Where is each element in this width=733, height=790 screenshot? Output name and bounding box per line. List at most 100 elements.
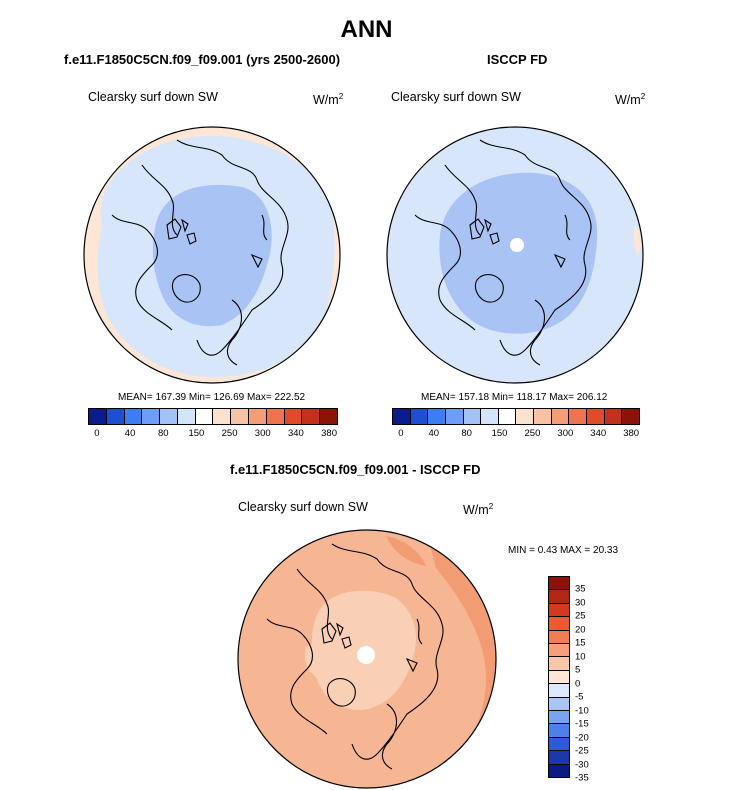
colorbar-tick-label: 25 xyxy=(575,610,586,622)
diff-units: W/m2 xyxy=(463,502,494,518)
model-units: W/m2 xyxy=(313,92,344,108)
colorbar-cell xyxy=(462,409,481,424)
colorbar-cell xyxy=(549,763,569,778)
colorbar-tick-label: 250 xyxy=(221,428,238,439)
main-title: ANN xyxy=(340,16,393,43)
obs-units: W/m2 xyxy=(615,92,646,108)
colorbar-tick-label: 0 xyxy=(94,428,100,439)
colorbar-tick-label: 340 xyxy=(287,428,304,439)
colorbar-cell xyxy=(549,643,569,657)
model-coastlines xyxy=(111,139,289,366)
colorbar-cell xyxy=(212,409,231,424)
colorbar-cell xyxy=(301,409,320,424)
colorbar-tick-label: 150 xyxy=(188,428,205,439)
obs-outer-patch xyxy=(633,225,642,255)
colorbar-cell xyxy=(621,409,639,424)
obs-var-label: Clearsky surf down SW xyxy=(391,90,521,104)
model-var-label: Clearsky surf down SW xyxy=(88,90,218,104)
colorbar-cell xyxy=(603,409,622,424)
diff-panel-title: f.e11.F1850C5CN.f09_f09.001 - ISCCP FD xyxy=(230,462,481,477)
colorbar-cell xyxy=(549,669,569,684)
colorbar-cell xyxy=(497,409,516,424)
obs-colorbar-labels: 0 40 80 150 250 300 340 380 xyxy=(392,428,640,442)
colorbar-tick-label: 35 xyxy=(575,583,586,595)
diff-var-label: Clearsky surf down SW xyxy=(238,500,368,514)
obs-coastlines xyxy=(414,139,592,366)
model-stats: MEAN= 167.39 Min= 126.69 Max= 222.52 xyxy=(118,392,306,403)
colorbar-tick-label: 150 xyxy=(491,428,508,439)
obs-pole-hole xyxy=(510,238,524,252)
colorbar-cell xyxy=(549,602,569,617)
colorbar-tick-label: 10 xyxy=(575,651,586,663)
obs-map-border xyxy=(386,126,644,384)
colorbar-tick-label: 380 xyxy=(321,428,337,439)
colorbar-cell xyxy=(549,710,569,724)
colorbar-tick-label: 380 xyxy=(623,428,640,439)
colorbar-cell xyxy=(176,409,195,424)
colorbar-tick-label: 340 xyxy=(590,428,607,439)
colorbar-tick-label: -30 xyxy=(575,759,589,771)
colorbar-cell xyxy=(549,696,569,711)
colorbar-tick-label: -25 xyxy=(575,745,589,757)
colorbar-cell xyxy=(549,589,569,603)
colorbar-cell xyxy=(123,409,142,424)
colorbar-tick-label: -5 xyxy=(575,691,584,703)
obs-core-region xyxy=(439,172,598,334)
colorbar-tick-label: -15 xyxy=(575,718,589,730)
diff-minmax: MIN = 0.43 MAX = 20.33 xyxy=(508,545,619,556)
colorbar-cell xyxy=(159,409,177,424)
colorbar-tick-label: 0 xyxy=(398,428,404,439)
colorbar-cell xyxy=(283,409,302,424)
colorbar-tick-label: 300 xyxy=(557,428,574,439)
colorbar-tick-label: 80 xyxy=(461,428,472,439)
colorbar-tick-label: 40 xyxy=(428,428,440,439)
colorbar-tick-label: 30 xyxy=(575,597,586,609)
colorbar-cell xyxy=(533,409,551,424)
colorbar-tick-label: 250 xyxy=(524,428,541,439)
model-colorbar xyxy=(88,408,338,425)
diff-colorbar-labels: 35 30 25 20 15 10 5 0 -5 -10 -15 -20 -25 -30 -35 xyxy=(575,576,615,784)
obs-polar-map xyxy=(386,126,644,384)
colorbar-tick-label: 15 xyxy=(575,637,586,649)
colorbar-cell xyxy=(549,616,569,630)
obs-panel-title: ISCCP FD xyxy=(487,52,548,67)
diff-colorbar xyxy=(548,576,570,778)
colorbar-tick-label: 300 xyxy=(254,428,271,439)
colorbar-cell xyxy=(248,409,266,424)
colorbar-cell xyxy=(89,409,106,424)
colorbar-cell xyxy=(549,736,569,751)
colorbar-cell xyxy=(105,409,124,424)
colorbar-cell xyxy=(549,723,569,737)
colorbar-tick-label: 40 xyxy=(124,428,136,439)
diff-dark-patch xyxy=(386,536,426,566)
colorbar-cell xyxy=(549,683,569,697)
colorbar-cell xyxy=(409,409,428,424)
colorbar-tick-label: 20 xyxy=(575,624,586,636)
colorbar-cell xyxy=(549,577,569,590)
colorbar-cell xyxy=(265,409,284,424)
model-polar-map xyxy=(83,126,341,384)
colorbar-cell xyxy=(141,409,160,424)
model-map-border xyxy=(83,126,341,384)
colorbar-cell xyxy=(194,409,213,424)
model-panel-title: f.e11.F1850C5CN.f09_f09.001 (yrs 2500-26… xyxy=(64,52,341,67)
colorbar-tick-label: 5 xyxy=(575,664,581,676)
diff-polar-map xyxy=(237,529,497,789)
colorbar-tick-label: -35 xyxy=(575,772,589,784)
colorbar-cell xyxy=(549,629,569,644)
colorbar-cell xyxy=(230,409,249,424)
colorbar-cell xyxy=(319,409,337,424)
colorbar-cell xyxy=(568,409,587,424)
colorbar-cell xyxy=(444,409,463,424)
colorbar-tick-label: 80 xyxy=(157,428,169,439)
colorbar-cell xyxy=(393,409,410,424)
colorbar-cell xyxy=(586,409,604,424)
diff-coastlines xyxy=(266,543,444,770)
diff-light-patch xyxy=(304,642,342,680)
colorbar-cell xyxy=(427,409,445,424)
obs-stats: MEAN= 157.18 Min= 118.17 Max= 206.12 xyxy=(421,392,608,403)
diff-pole-hole xyxy=(357,646,375,664)
colorbar-cell xyxy=(549,656,569,670)
colorbar-tick-label: -10 xyxy=(575,705,589,717)
colorbar-tick-label: 0 xyxy=(575,678,581,690)
